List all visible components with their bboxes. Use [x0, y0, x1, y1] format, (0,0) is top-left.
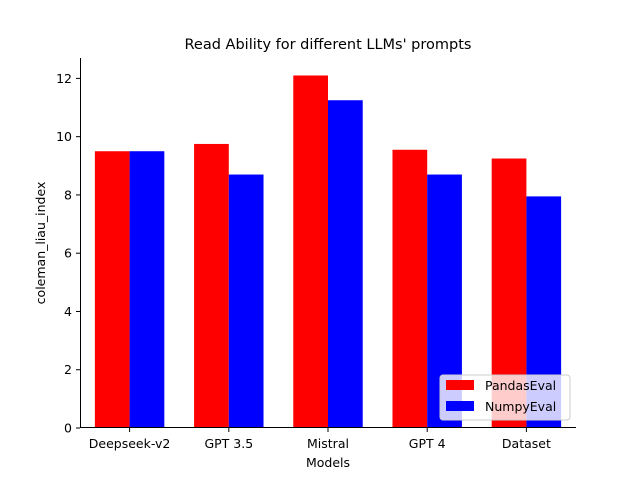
x-tick-label: Dataset [502, 436, 551, 451]
y-tick-label: 8 [64, 187, 72, 202]
bar-numpyeval-mistral [328, 100, 363, 429]
legend: PandasEval NumpyEval [439, 374, 571, 421]
y-tick-label: 4 [64, 304, 72, 319]
bar-pandaseval-gpt-4 [392, 149, 428, 428]
y-tick-label: 2 [64, 362, 72, 377]
x-tick-label: GPT 4 [409, 436, 446, 451]
bar-pandaseval-mistral [293, 75, 328, 428]
x-ticks-group: Deepseek-v2 GPT 3.5 Mistral GPT 4 Dataset [89, 428, 551, 451]
legend-label-numpyeval: NumpyEval [485, 399, 556, 414]
x-tick-label: GPT 3.5 [204, 436, 253, 451]
y-tick-label: 12 [56, 71, 72, 86]
bar-pandaseval-gpt-3-5 [194, 143, 229, 428]
legend-label-pandaseval: PandasEval [485, 378, 556, 393]
x-tick-label: Deepseek-v2 [89, 436, 171, 451]
legend-swatch-pandaseval [446, 380, 474, 390]
x-tick-label: Mistral [307, 436, 349, 451]
chart-title: Read Ability for different LLMs' prompts [185, 37, 472, 53]
bar-numpyeval-deepseek-v2 [129, 151, 165, 429]
y-tick-label: 10 [56, 129, 72, 144]
legend-swatch-numpyeval [446, 401, 474, 411]
y-ticks-group: 0 2 4 6 8 10 12 [56, 71, 80, 436]
bar-pandaseval-deepseek-v2 [94, 151, 130, 429]
bar-numpyeval-gpt-3-5 [228, 174, 264, 428]
y-axis-label: coleman_liau_index [33, 182, 48, 305]
y-tick-label: 0 [64, 421, 72, 436]
x-axis-label: Models [306, 455, 350, 470]
y-tick-label: 6 [64, 246, 72, 261]
